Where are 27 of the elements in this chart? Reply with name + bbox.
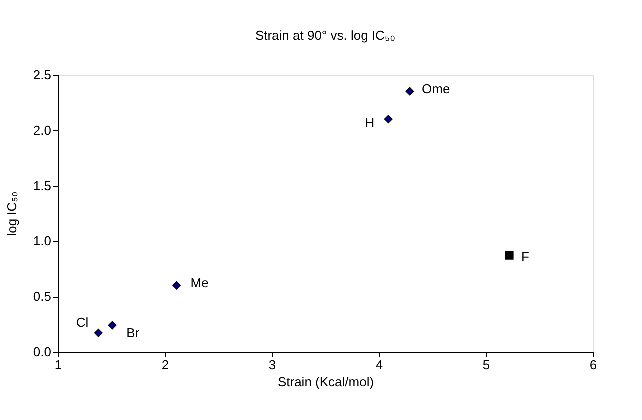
point [94,328,103,338]
y-tick-label: 0.0 [33,344,52,360]
x-tick-label: 5 [482,358,490,372]
point [406,87,414,96]
chart-title: Strain at 90° vs. log IC₅₀ [255,28,396,43]
y-tick-label: 1.0 [33,234,52,249]
point [384,115,393,124]
y-tick-label: 0.5 [33,289,52,304]
annotation: Ome [422,82,450,97]
point [108,321,117,330]
x-tick-label: 3 [268,358,276,372]
x-axis-title: Strain (Kcal/mol) [278,374,374,390]
annotation: Cl [76,315,89,330]
annotation: H [365,115,375,130]
annotation: Me [190,276,209,291]
annotation: F [522,250,530,265]
y-tick-label: 2.5 [33,68,52,82]
x-tick-label: 1 [54,358,62,372]
point [172,281,182,290]
y-tick-label: 2.0 [33,122,52,138]
point [505,251,514,260]
x-tick-label: 6 [590,358,598,372]
y-axis-title: log IC₅₀ [4,192,20,236]
annotation: Br [126,325,140,340]
x-tick-label: 2 [162,358,170,372]
y-tick-label: 1.5 [33,178,52,194]
x-tick-label: 4 [376,358,384,372]
